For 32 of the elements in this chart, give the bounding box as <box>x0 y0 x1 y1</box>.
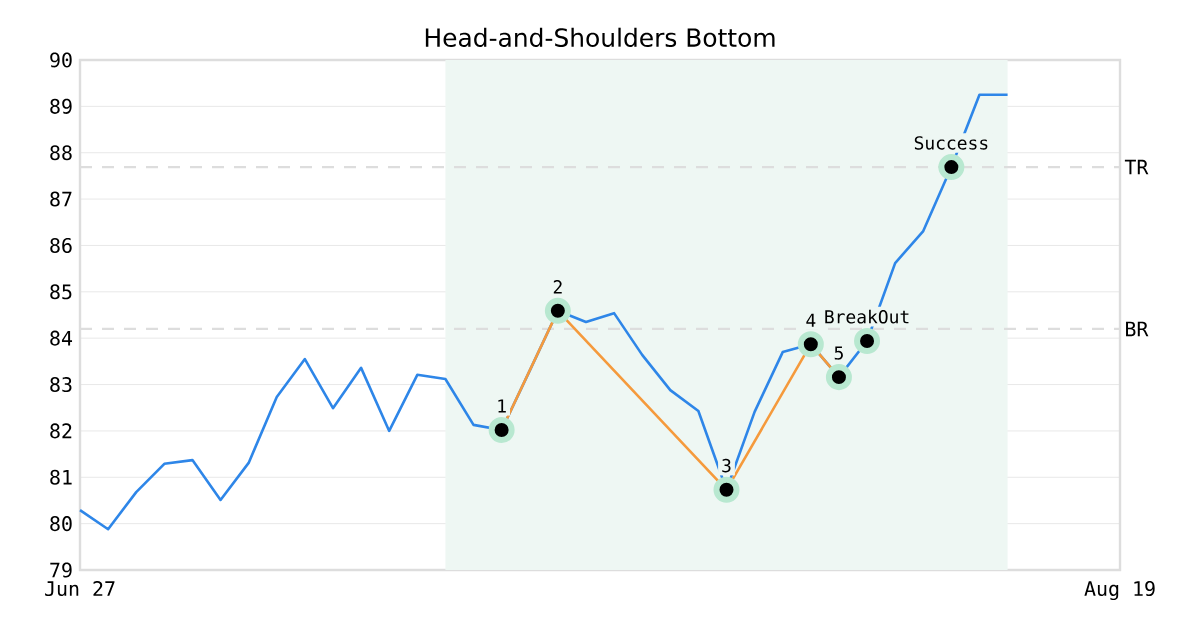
annotation: 1 <box>498 399 506 413</box>
y-tick-label: 83 <box>50 376 72 393</box>
point <box>488 416 515 443</box>
point <box>854 327 881 354</box>
x-tick-label: Aug 19 <box>1084 581 1155 601</box>
x-tick-label: Jun 27 <box>45 581 115 597</box>
y-tick-label: 88 <box>50 145 72 161</box>
y-tick-label: 89 <box>50 98 72 114</box>
y-tick-label: 80 <box>50 516 72 532</box>
y-tick-label: 84 <box>50 330 73 346</box>
annotation: 3 <box>722 458 731 473</box>
point <box>825 364 852 391</box>
y-tick-label: 90 <box>50 52 72 68</box>
annotation: Success <box>914 136 988 150</box>
point <box>797 331 824 358</box>
y-tick-label: 87 <box>50 191 72 207</box>
annotation: 2 <box>553 280 562 294</box>
annotation: 5 <box>834 346 843 360</box>
y-tick-label: 86 <box>50 237 72 253</box>
y-tick-label: 81 <box>50 469 72 485</box>
y-tick-label: 85 <box>50 284 72 300</box>
chart-title: Head-and-Shoulders Bottom <box>425 27 775 47</box>
point <box>544 297 571 324</box>
line-series <box>78 93 1009 531</box>
y-tick-label: 79 <box>50 562 72 578</box>
ref-line-label: BR <box>1126 321 1149 337</box>
y-tick-label: 82 <box>50 423 72 439</box>
point <box>713 476 740 503</box>
annotation: BreakOut <box>825 309 909 324</box>
annotation: 4 <box>806 313 816 327</box>
point <box>938 154 965 181</box>
ref-line-label: TR <box>1124 159 1149 175</box>
